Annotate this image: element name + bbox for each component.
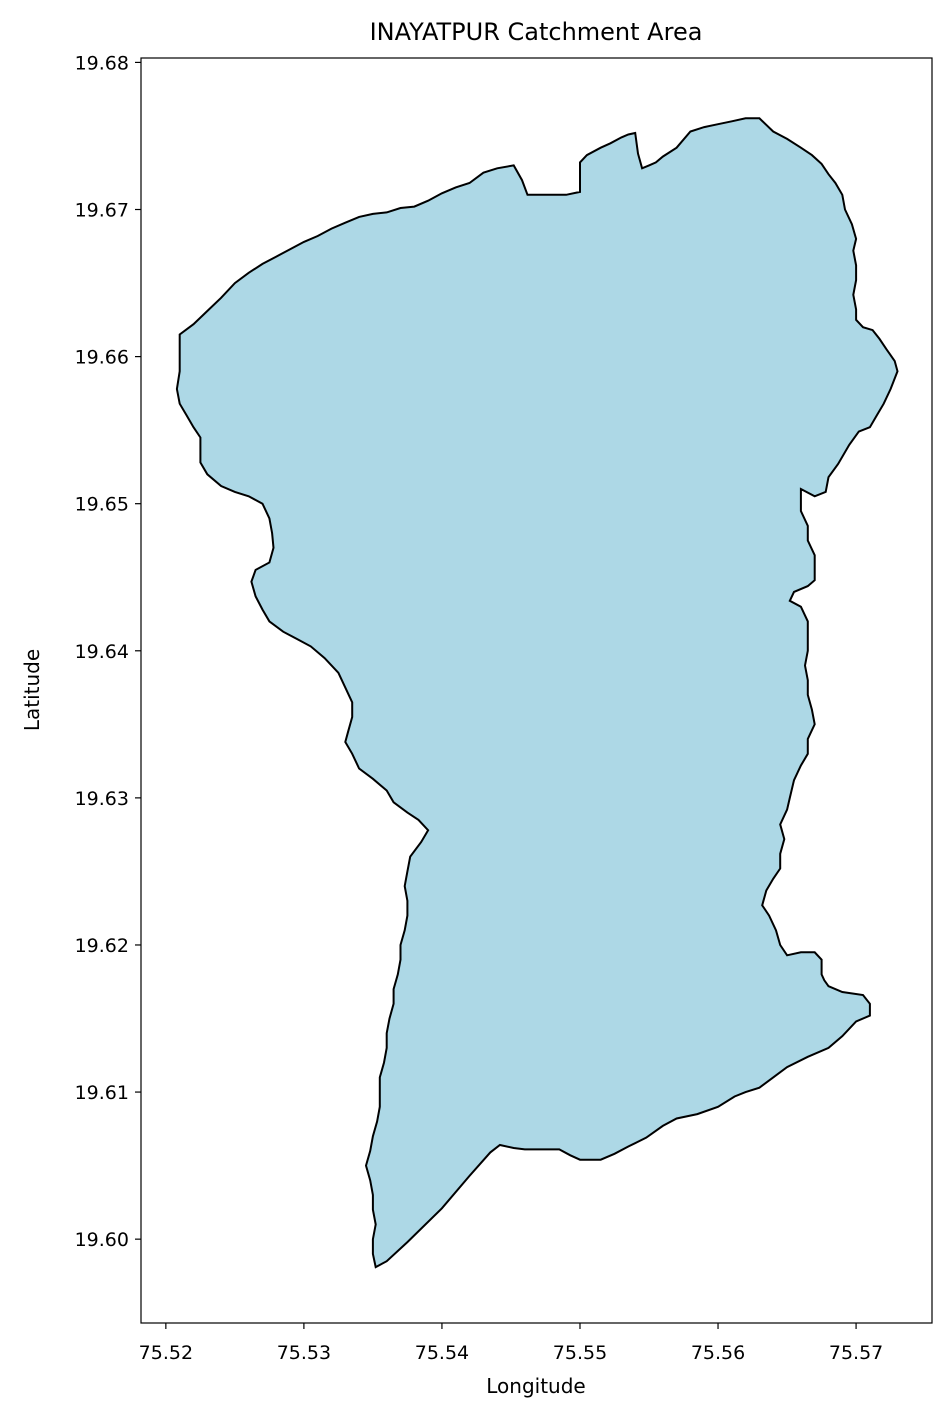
y-tick-label: 19.65 — [75, 494, 129, 516]
x-tick-label: 75.56 — [691, 1342, 745, 1364]
x-axis: 75.52 75.53 75.54 75.55 75.56 75.57 — [139, 1323, 883, 1364]
y-axis: 19.60 19.61 19.62 19.63 19.64 19.65 19.66 19.67… — [75, 52, 141, 1251]
x-axis-label: Longitude — [486, 1374, 585, 1398]
x-tick-label: 75.57 — [829, 1342, 883, 1364]
y-tick-label: 19.60 — [75, 1229, 129, 1251]
chart-title: INAYATPUR Catchment Area — [370, 18, 703, 46]
y-axis-label: Latitude — [20, 649, 44, 731]
y-tick-label: 19.66 — [75, 347, 129, 369]
y-tick-label: 19.61 — [75, 1082, 129, 1104]
y-tick-label: 19.68 — [75, 52, 129, 74]
x-tick-label: 75.54 — [415, 1342, 469, 1364]
x-tick-label: 75.52 — [139, 1342, 193, 1364]
y-tick-label: 19.62 — [75, 935, 129, 957]
axes-frame — [140, 57, 933, 1324]
y-tick-label: 19.63 — [75, 788, 129, 810]
x-tick-label: 75.53 — [277, 1342, 331, 1364]
y-tick-label: 19.67 — [75, 200, 129, 222]
plot-area — [175, 117, 899, 1269]
catchment-polygon — [175, 117, 899, 1269]
y-tick-label: 19.64 — [75, 641, 129, 663]
x-tick-label: 75.55 — [553, 1342, 607, 1364]
